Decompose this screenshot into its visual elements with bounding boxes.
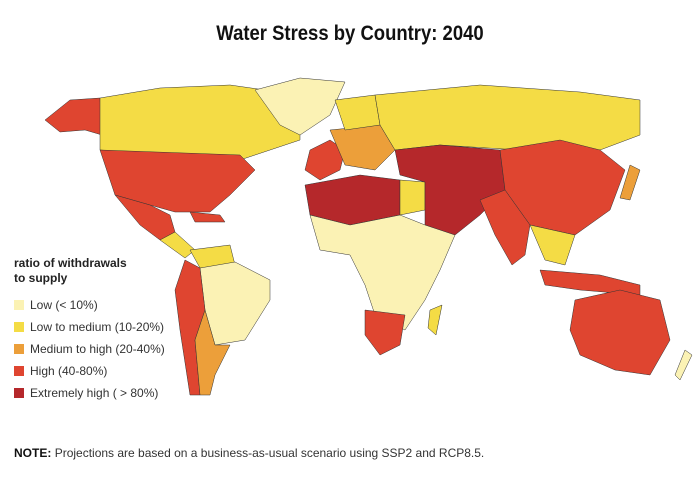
region-argentina [194,309,231,396]
legend-item: Extremely high ( > 80%) [14,382,165,404]
map-title: Water Stress by Country: 2040 [216,22,484,45]
legend-label: Extremely high ( > 80%) [30,386,159,400]
region-caribbean [189,211,226,223]
legend-label: Low to medium (10-20%) [30,320,165,334]
legend: ratio of withdrawals to supply Low (< 10%… [14,256,165,404]
footnote: NOTE: Projections are based on a busines… [14,446,484,460]
region-europe-west [304,139,346,181]
legend-swatch [14,344,24,354]
legend-swatch [14,366,24,376]
region-alaska [44,97,103,136]
region-middle-east [394,144,506,236]
legend-title: ratio of withdrawals to supply [14,256,154,286]
region-australia [569,289,671,376]
region-madagascar [427,304,443,336]
region-japan [619,164,641,201]
region-india [479,189,531,266]
region-egypt [399,179,426,216]
region-greenland [254,77,346,136]
legend-item: Low to medium (10-20%) [14,316,165,338]
legend-swatch [14,300,24,310]
legend-swatch [14,322,24,332]
region-africa [309,214,456,331]
legend-label: Medium to high (20-40%) [30,342,165,356]
legend-title-line1: ratio of withdrawals [14,256,127,270]
legend-label: Low (< 10%) [30,298,98,312]
region-new-zealand [674,349,693,381]
legend-item: Medium to high (20-40%) [14,338,165,360]
region-south-africa [364,309,406,356]
region-russia [374,84,641,151]
note-text: Projections are based on a business-as-u… [54,446,485,460]
note-label: NOTE: [14,446,52,460]
legend-label: High (40-80%) [30,364,108,378]
legend-item: High (40-80%) [14,360,165,382]
legend-title-line2: to supply [14,271,68,285]
region-scandinavia [334,94,381,131]
legend-item: Low (< 10%) [14,294,165,316]
legend-swatch [14,388,24,398]
region-se-asia [529,224,576,266]
